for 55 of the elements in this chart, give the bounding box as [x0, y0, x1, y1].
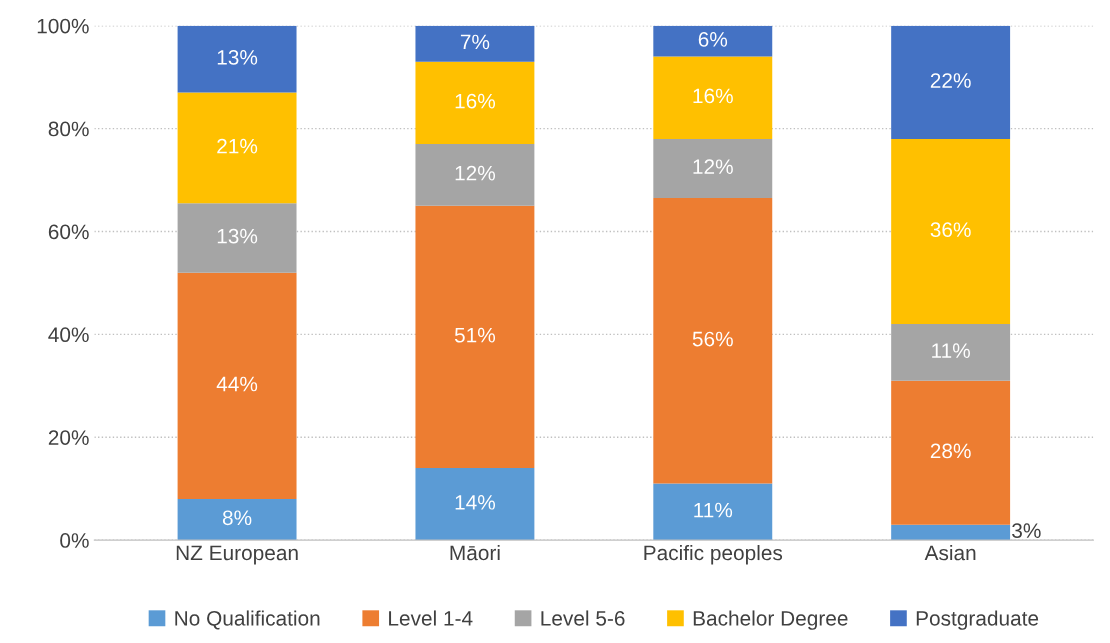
legend-label: Bachelor Degree — [693, 610, 848, 630]
data-label: 16% — [693, 88, 733, 104]
y-tick-label: 40% — [48, 327, 89, 343]
bar — [177, 203, 297, 273]
data-label: 21% — [217, 138, 258, 154]
x-tick-label: Pacific peoples — [644, 544, 783, 565]
y-tick-label: 60% — [48, 224, 89, 240]
y-tick-label: 80% — [48, 121, 89, 137]
data-label: 3% — [1012, 523, 1041, 538]
bar — [415, 144, 535, 206]
legend-label: Postgraduate — [916, 610, 1039, 630]
y-tick-label: 20% — [48, 430, 89, 445]
data-label: 13% — [217, 228, 258, 244]
x-tick-label: Māori — [450, 544, 500, 561]
y-tick-label: 100% — [37, 18, 89, 34]
bar — [415, 61, 535, 145]
bar — [891, 324, 1011, 381]
data-label: 12% — [455, 165, 496, 181]
data-label: 36% — [930, 222, 971, 238]
legend-label: Level 1-4 — [389, 610, 473, 626]
data-label: 12% — [693, 159, 733, 174]
data-label: 22% — [930, 73, 971, 88]
bar — [653, 483, 773, 541]
bar — [891, 138, 1011, 325]
bar — [653, 138, 773, 199]
data-label: 11% — [932, 343, 970, 358]
data-label: 16% — [455, 93, 496, 109]
bar — [653, 56, 773, 139]
data-label: 11% — [694, 502, 733, 518]
bar — [415, 205, 535, 469]
bar — [653, 198, 773, 484]
data-label: 44% — [216, 376, 258, 392]
y-tick-label: 0% — [60, 533, 89, 548]
data-label: 8% — [222, 510, 252, 526]
legend-label: Level 5-6 — [541, 610, 625, 626]
data-label: 56% — [692, 331, 733, 347]
data-label: 14% — [455, 495, 496, 510]
data-label: 13% — [217, 50, 258, 65]
bar — [415, 25, 535, 62]
x-tick-label: Asian — [924, 544, 976, 561]
bar — [891, 380, 1011, 525]
legend-label: No Qualification — [175, 610, 320, 630]
bar — [177, 498, 297, 541]
bar — [653, 25, 773, 57]
data-label: 6% — [698, 31, 728, 47]
bar — [415, 468, 535, 541]
bar — [177, 25, 297, 93]
bar — [891, 25, 1011, 139]
bar — [177, 92, 297, 204]
x-tick-label: NZ European — [176, 545, 298, 565]
data-label: 7% — [460, 34, 490, 50]
data-label: 51% — [454, 327, 496, 343]
data-label: 28% — [930, 443, 971, 459]
bar — [891, 524, 1011, 541]
bar — [177, 272, 297, 499]
